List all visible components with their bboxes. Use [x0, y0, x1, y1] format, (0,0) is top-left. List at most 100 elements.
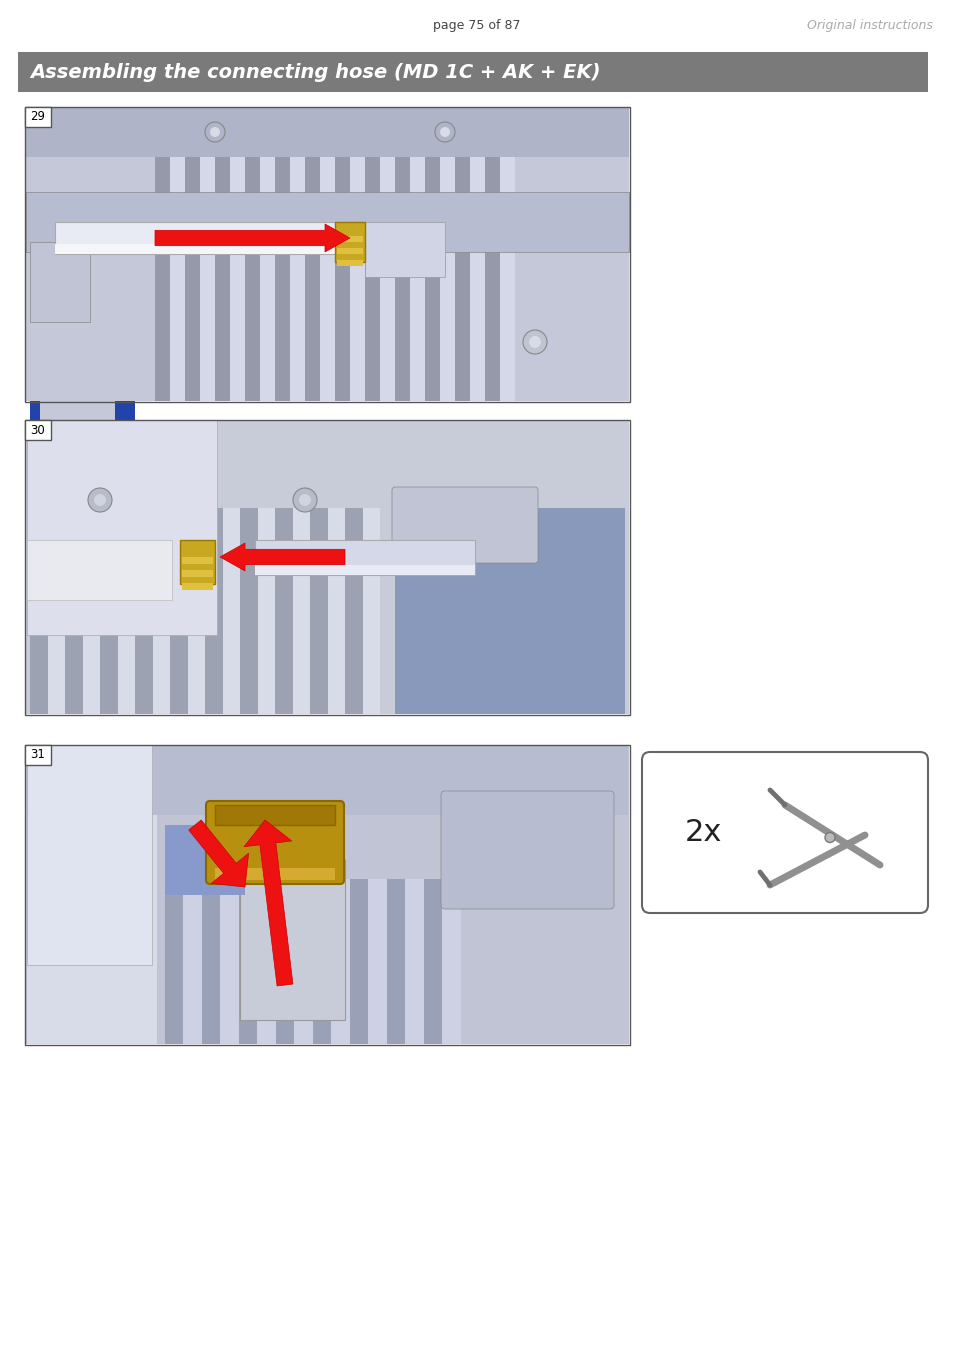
Polygon shape [244, 819, 293, 986]
Bar [27, 745, 627, 815]
FancyBboxPatch shape [440, 791, 614, 909]
Bar [25, 745, 51, 765]
Bar [410, 108, 424, 401]
Bar [205, 508, 223, 714]
Bar [26, 107, 628, 157]
Circle shape [435, 122, 455, 142]
Bar [293, 508, 310, 714]
Bar [200, 108, 214, 401]
Bar [254, 566, 475, 575]
Circle shape [210, 127, 220, 136]
Bar [310, 508, 328, 714]
Bar [319, 108, 335, 401]
Circle shape [439, 127, 450, 136]
Bar [100, 508, 118, 714]
Circle shape [293, 487, 316, 512]
Bar [26, 747, 628, 1044]
Bar [83, 508, 100, 714]
Bar [350, 879, 368, 1044]
Bar [25, 420, 629, 716]
Text: page 75 of 87: page 75 of 87 [433, 19, 520, 31]
Bar [214, 108, 230, 401]
Circle shape [529, 336, 540, 348]
Polygon shape [165, 825, 245, 895]
Bar [294, 879, 313, 1044]
Bar [405, 879, 423, 1044]
Bar [214, 805, 335, 825]
Bar [455, 108, 470, 401]
Bar [18, 53, 927, 92]
Bar [336, 236, 363, 242]
FancyBboxPatch shape [392, 487, 537, 563]
Bar [25, 745, 629, 1045]
Bar [188, 508, 205, 714]
Bar [152, 508, 170, 714]
Bar [350, 108, 365, 401]
Bar [26, 108, 628, 401]
Circle shape [88, 487, 112, 512]
Bar [245, 108, 260, 401]
Bar [335, 221, 365, 262]
Bar [170, 508, 188, 714]
Bar [135, 508, 152, 714]
Polygon shape [40, 401, 115, 532]
Polygon shape [30, 401, 135, 552]
Bar [182, 558, 213, 564]
Bar [25, 107, 629, 402]
Bar [185, 108, 200, 401]
Bar [254, 540, 475, 575]
Bar [439, 108, 455, 401]
Bar [257, 508, 274, 714]
Bar [395, 508, 624, 714]
Bar [290, 108, 305, 401]
Bar [182, 570, 213, 576]
Bar [154, 108, 170, 401]
Bar [202, 879, 220, 1044]
Bar [368, 879, 387, 1044]
FancyBboxPatch shape [206, 801, 344, 884]
Bar [27, 747, 157, 1044]
Bar [65, 508, 83, 714]
Bar [484, 108, 499, 401]
Bar [165, 879, 183, 1044]
Bar [55, 221, 335, 254]
Bar [331, 879, 350, 1044]
Bar [335, 108, 350, 401]
Bar [365, 221, 444, 277]
Bar [214, 868, 335, 880]
Bar [256, 879, 275, 1044]
Text: 2x: 2x [684, 818, 721, 846]
Polygon shape [189, 819, 249, 887]
Bar [336, 261, 363, 266]
Bar [25, 420, 51, 440]
Bar [363, 508, 379, 714]
Bar [379, 108, 395, 401]
Bar [26, 192, 628, 252]
Text: 31: 31 [30, 748, 46, 761]
Text: 30: 30 [30, 424, 46, 436]
Bar [328, 508, 345, 714]
Bar [25, 107, 51, 127]
Bar [26, 421, 628, 714]
Bar [260, 108, 274, 401]
Text: Original instructions: Original instructions [806, 19, 932, 31]
Bar [55, 244, 335, 254]
Text: 29: 29 [30, 111, 46, 123]
Bar [182, 583, 213, 590]
Bar [48, 508, 65, 714]
Circle shape [824, 833, 834, 842]
Ellipse shape [240, 850, 345, 869]
Bar [230, 108, 245, 401]
Bar [499, 108, 515, 401]
Bar [220, 879, 239, 1044]
Polygon shape [154, 224, 350, 252]
Bar [240, 860, 345, 1021]
Bar [365, 108, 379, 401]
Bar [395, 108, 410, 401]
Bar [274, 108, 290, 401]
Bar [424, 108, 439, 401]
Bar [180, 540, 214, 585]
Polygon shape [220, 543, 345, 571]
Bar [275, 879, 294, 1044]
Circle shape [94, 494, 106, 506]
